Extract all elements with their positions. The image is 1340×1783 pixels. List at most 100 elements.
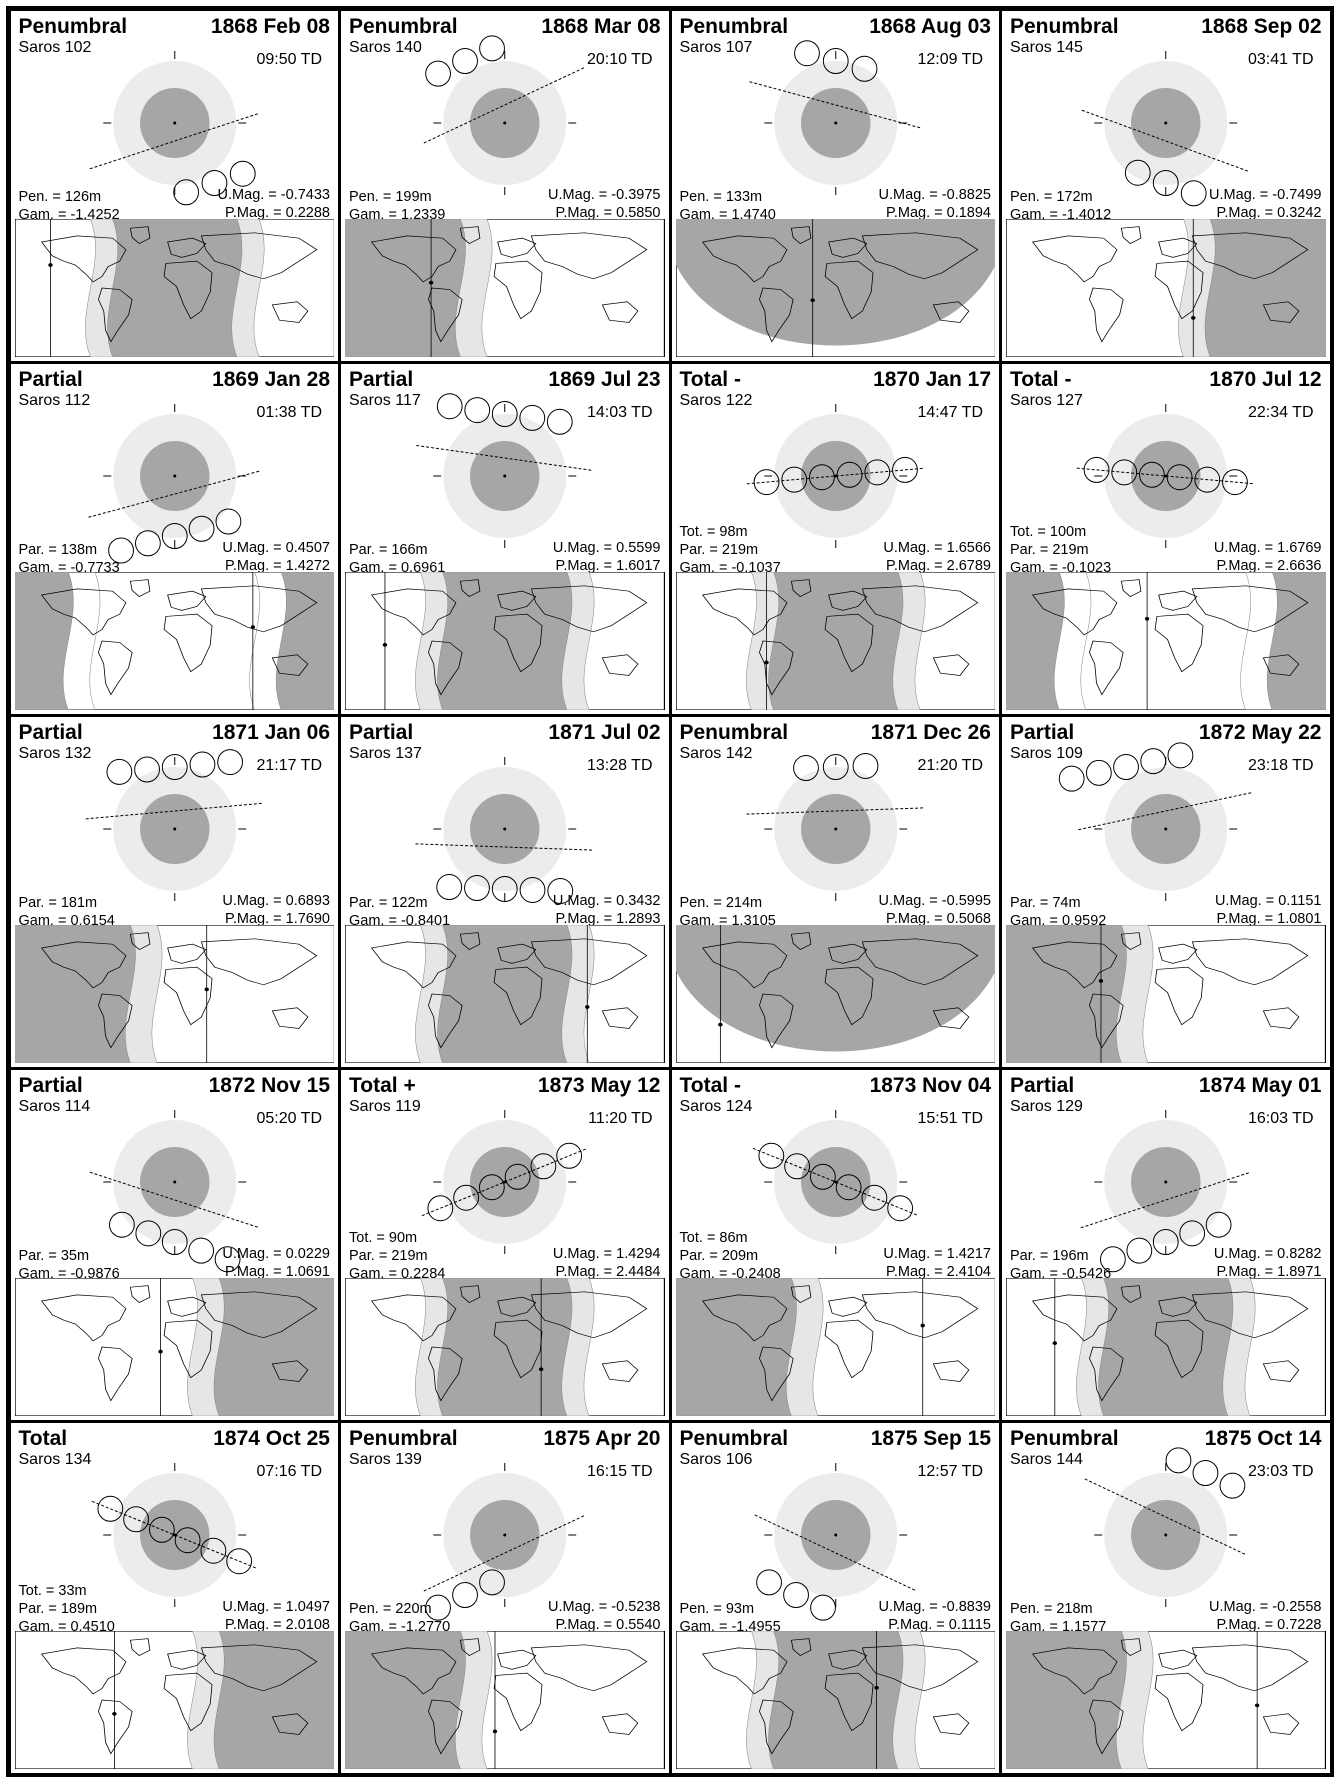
continent-outline <box>497 237 537 258</box>
moon-position-circle <box>161 1228 188 1255</box>
continent-outline <box>701 941 787 988</box>
eclipse-type: Penumbral <box>349 14 458 38</box>
visibility-shading <box>1006 571 1326 710</box>
continent-outline <box>493 1319 543 1378</box>
continent-outline <box>758 1699 794 1754</box>
saros-number: Saros 145 <box>1010 38 1083 56</box>
moon-position-circle <box>782 1581 809 1608</box>
sub-lunar-point <box>538 1366 544 1371</box>
moon-position-circle <box>1124 159 1151 186</box>
eclipse-panel: Penumbral 1868 Sep 02 Saros 145 03:41 TD Pen… <box>1002 10 1330 361</box>
continent-outline <box>40 941 126 988</box>
shadow-diagram <box>752 1109 919 1254</box>
continent-outline <box>1191 584 1309 632</box>
continent-outline <box>200 584 317 632</box>
saros-number: Saros 109 <box>1010 744 1083 762</box>
continent-outline <box>861 584 978 632</box>
shadow-diagram <box>1058 741 1254 901</box>
penumbral-magnitude: P.Mag. = 1.8971 <box>1216 1263 1322 1280</box>
continent-outline <box>271 1006 308 1029</box>
visibility-world-map <box>345 924 665 1063</box>
eclipse-type: Penumbral <box>679 1426 789 1450</box>
eclipse-type: Penumbral <box>18 14 128 38</box>
continent-outline <box>200 937 317 985</box>
visibility-shading <box>1076 1277 1256 1416</box>
eclipse-date: 1870 Jan 17 <box>873 367 991 391</box>
moon-position-circle <box>201 169 227 196</box>
moon-position-circle <box>1113 753 1139 780</box>
eclipse-date: 1875 Apr 20 <box>543 1426 661 1450</box>
saros-number: Saros 144 <box>1010 1450 1083 1468</box>
continent-outline <box>861 937 978 985</box>
visibility-world-map <box>1006 1630 1326 1769</box>
visibility-shading <box>84 218 264 357</box>
penumbral-magnitude: P.Mag. = 0.1115 <box>888 1616 991 1633</box>
greatest-eclipse-time: 11:20 TD <box>588 1109 653 1127</box>
eclipse-panel: Total - 1873 Nov 04 Saros 124 15:51 TD Tot. … <box>671 1069 999 1420</box>
moon-position-circle <box>809 1163 836 1190</box>
greatest-eclipse-time: 14:03 TD <box>586 403 653 421</box>
umbral-magnitude: U.Mag. = -0.5995 <box>878 892 991 909</box>
center-dot <box>503 474 507 477</box>
continent-outline <box>163 613 212 672</box>
moon-position-circle <box>479 1568 505 1595</box>
continent-outline <box>1158 590 1198 611</box>
partial-duration: Par. = 74m <box>1010 894 1081 911</box>
visibility-world-map <box>345 218 665 357</box>
shadow-diagram <box>423 1462 586 1621</box>
sub-lunar-point <box>1144 616 1150 621</box>
continent-outline <box>370 941 457 988</box>
continent-outline <box>1120 578 1142 597</box>
penumbral-magnitude: P.Mag. = 2.0108 <box>225 1616 330 1633</box>
continent-outline <box>1120 225 1142 244</box>
continent-outline <box>1089 640 1124 695</box>
continent-outline <box>530 231 648 279</box>
partial-duration: Par. = 138m <box>18 541 98 558</box>
continent-outline <box>790 578 811 597</box>
greatest-eclipse-time: 03:41 TD <box>1247 50 1314 68</box>
shadow-diagram <box>87 403 261 563</box>
saros-number: Saros 140 <box>349 38 422 56</box>
partial-duration: Par. = 166m <box>349 541 428 558</box>
moon-path-line <box>1080 1171 1251 1228</box>
eclipse-type: Penumbral <box>1010 1426 1119 1450</box>
partial-duration: Par. = 35m <box>18 1247 90 1264</box>
continent-outline <box>932 653 969 676</box>
continent-outline <box>827 1649 867 1670</box>
eclipse-type: Penumbral <box>349 1426 458 1450</box>
moon-position-circle <box>851 55 877 82</box>
eclipse-date: 1869 Jan 28 <box>212 367 330 391</box>
continent-outline <box>1154 1319 1204 1378</box>
visibility-world-map <box>345 1630 665 1769</box>
totality-duration: Tot. = 90m <box>349 1229 418 1246</box>
saros-number: Saros 129 <box>1010 1097 1083 1115</box>
moon-position-circle <box>436 873 463 900</box>
visibility-shading <box>1006 924 1154 1063</box>
moon-position-circle <box>229 160 256 187</box>
visibility-world-map <box>14 924 334 1063</box>
moon-position-circle <box>822 47 849 74</box>
visibility-world-map <box>1006 218 1326 357</box>
penumbral-magnitude: P.Mag. = 1.0691 <box>225 1263 330 1280</box>
shadow-diagram <box>1084 1446 1247 1607</box>
moon-position-circle <box>425 1594 451 1621</box>
eclipse-date: 1871 Jan 06 <box>212 720 330 744</box>
moon-position-circle <box>214 1245 241 1272</box>
sub-lunar-point <box>1191 315 1196 320</box>
visibility-world-map <box>345 1277 665 1416</box>
penumbral-magnitude: P.Mag. = 1.4272 <box>225 557 330 574</box>
continent-outline <box>758 1346 794 1401</box>
moon-position-circle <box>122 1505 149 1532</box>
continent-outline <box>1031 235 1118 282</box>
totality-duration: Tot. = 86m <box>679 1229 748 1246</box>
visibility-shading <box>14 571 334 710</box>
visibility-world-map <box>675 571 995 710</box>
shadow-diagram <box>745 752 925 901</box>
umbral-magnitude: U.Mag. = 1.4294 <box>552 1245 661 1262</box>
moon-path-line <box>89 1171 260 1228</box>
eclipse-date: 1873 Nov 04 <box>869 1073 991 1097</box>
eclipse-type: Penumbral <box>1010 14 1119 38</box>
center-dot <box>172 1180 176 1183</box>
moon-position-circle <box>427 1194 454 1221</box>
eclipse-panel: Partial 1871 Jul 02 Saros 137 13:28 TD Par. … <box>341 716 669 1067</box>
